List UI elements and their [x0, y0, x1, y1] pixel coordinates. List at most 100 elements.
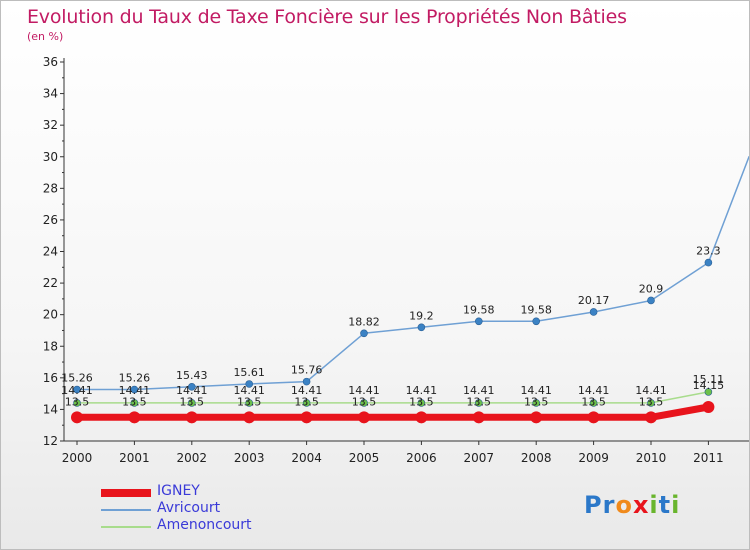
data-point-avricourt	[589, 308, 598, 316]
data-label-amenoncourt: 14.41	[635, 384, 667, 397]
x-tick-label: 2008	[521, 451, 552, 465]
data-label-igney: 13.5	[65, 395, 90, 408]
logo-letter: i	[671, 491, 681, 519]
legend-label-amenoncourt: Amenoncourt	[157, 517, 252, 533]
legend-label-igney: IGNEY	[157, 483, 200, 499]
data-point-igney	[587, 411, 600, 424]
data-point-avricourt	[188, 383, 196, 391]
data-label-igney: 13.5	[180, 395, 205, 408]
series-line-igney	[73, 403, 712, 421]
y-tick-label: 24	[43, 245, 58, 259]
data-label-igney: 13.5	[639, 395, 664, 408]
data-label-avricourt: 20.17	[578, 294, 610, 307]
data-point-avricourt	[704, 258, 713, 267]
chart-title: Evolution du Taux de Taxe Foncière sur l…	[27, 6, 627, 28]
data-label-amenoncourt: 14.41	[578, 384, 610, 397]
data-label-amenoncourt: 14.41	[61, 384, 93, 397]
x-tick-label: 2006	[406, 451, 437, 465]
data-point-igney	[415, 411, 428, 424]
data-point-avricourt	[302, 377, 311, 386]
x-tick-label: 2010	[636, 451, 667, 465]
data-point-amenoncourt	[188, 399, 196, 407]
y-tick-label: 12	[43, 434, 58, 448]
logo-letter: o	[615, 491, 633, 519]
x-tick-label: 2003	[234, 451, 265, 465]
x-tick-label: 2000	[62, 451, 93, 465]
data-label-avricourt: 19.58	[463, 303, 495, 316]
data-point-avricourt	[417, 323, 426, 332]
data-label-igney: 13.5	[294, 395, 319, 408]
data-label-avricourt: 19.58	[520, 303, 552, 316]
x-tick-label: 2004	[291, 451, 322, 465]
y-tick-label: 28	[43, 181, 58, 195]
data-point-amenoncourt	[73, 399, 81, 407]
data-label-igney: 13.5	[237, 395, 262, 408]
data-point-amenoncourt	[130, 399, 139, 407]
data-point-avricourt	[130, 385, 139, 394]
x-tick-label: 2001	[119, 451, 150, 465]
logo-letter: x	[632, 491, 650, 519]
data-point-igney	[71, 411, 83, 424]
data-label-igney: 13.5	[581, 395, 606, 408]
data-point-amenoncourt	[474, 399, 483, 407]
data-label-amenoncourt: 14.41	[406, 384, 438, 397]
data-label-igney: 13.5	[352, 395, 377, 408]
data-label-igney: 13.5	[409, 395, 434, 408]
data-label-igney: 14.15	[693, 379, 725, 392]
data-point-igney	[358, 411, 370, 424]
y-tick-label: 26	[43, 213, 58, 227]
data-label-amenoncourt: 14.41	[520, 384, 552, 397]
legend-swatch-amenoncourt	[101, 526, 151, 528]
data-point-amenoncourt	[360, 399, 368, 407]
data-point-igney	[185, 411, 198, 424]
data-point-igney	[530, 411, 543, 424]
data-label-amenoncourt: 14.41	[233, 384, 265, 397]
data-label-avricourt: 20.9	[639, 282, 664, 295]
unit-label: (en %)	[27, 30, 64, 43]
legend-swatch-igney	[101, 489, 151, 497]
data-point-avricourt	[474, 317, 483, 326]
data-label-igney: 13.5	[524, 395, 549, 408]
y-tick-label: 14	[43, 402, 58, 416]
data-label-avricourt: 15.26	[61, 372, 93, 385]
logo-letter: t	[658, 491, 672, 519]
data-label-amenoncourt: 14.41	[348, 384, 380, 397]
data-point-amenoncourt	[302, 399, 311, 407]
y-tick-label: 30	[43, 150, 58, 164]
data-point-igney	[702, 401, 715, 414]
y-tick-label: 16	[43, 371, 58, 385]
data-point-amenoncourt	[245, 399, 253, 407]
data-point-avricourt	[360, 329, 368, 338]
data-label-avricourt: 18.82	[348, 315, 380, 328]
legend-label-avricourt: Avricourt	[157, 500, 221, 516]
data-label-amenoncourt: 14.41	[291, 384, 323, 397]
data-point-avricourt	[647, 296, 655, 305]
y-tick-label: 32	[43, 118, 58, 132]
data-label-amenoncourt: 14.41	[119, 384, 151, 397]
data-point-igney	[128, 411, 141, 424]
legend-swatch-avricourt	[101, 509, 151, 511]
data-label-amenoncourt: 15.11	[693, 373, 725, 386]
data-point-avricourt	[73, 385, 81, 394]
data-point-amenoncourt	[417, 399, 426, 407]
y-tick-label: 20	[43, 308, 58, 322]
series-line-amenoncourt	[76, 391, 710, 404]
x-tick-label: 2005	[349, 451, 380, 465]
x-tick-label: 2011	[693, 451, 724, 465]
data-label-avricourt: 23.3	[696, 245, 721, 258]
data-label-avricourt: 15.76	[291, 364, 323, 377]
data-label-avricourt: 15.26	[119, 372, 151, 385]
data-label-amenoncourt: 14.41	[176, 384, 208, 397]
data-point-igney	[645, 411, 657, 424]
data-label-igney: 13.5	[122, 395, 147, 408]
data-point-igney	[472, 411, 485, 424]
x-tick-label: 2002	[177, 451, 208, 465]
logo-letter: P	[584, 491, 603, 519]
data-label-avricourt: 15.61	[233, 366, 265, 379]
data-label-avricourt: 19.2	[409, 309, 434, 322]
y-tick-label: 22	[43, 276, 58, 290]
data-point-avricourt	[532, 317, 541, 326]
x-tick-label: 2009	[578, 451, 609, 465]
y-tick-label: 36	[43, 55, 58, 69]
